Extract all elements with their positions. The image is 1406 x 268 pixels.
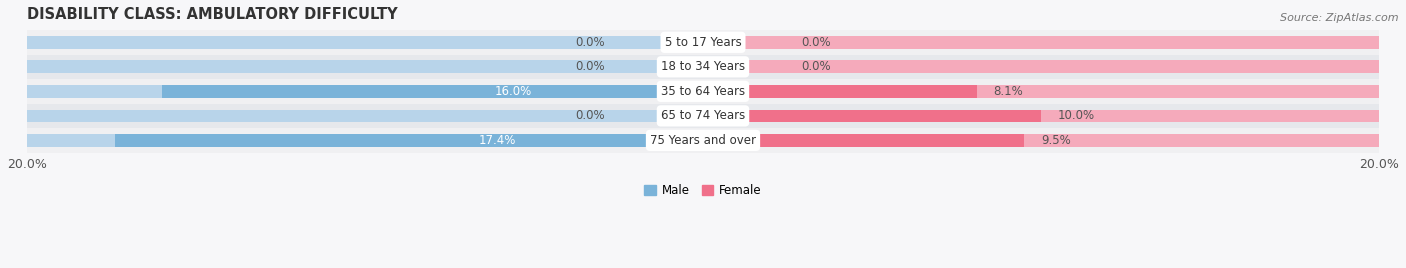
Text: 35 to 64 Years: 35 to 64 Years [661, 85, 745, 98]
Bar [703, 85, 977, 98]
Text: 17.4%: 17.4% [478, 134, 516, 147]
Text: 18 to 34 Years: 18 to 34 Years [661, 60, 745, 73]
Text: 0.0%: 0.0% [801, 36, 831, 49]
Bar [703, 85, 1379, 98]
Bar [27, 110, 703, 122]
Text: 0.0%: 0.0% [575, 60, 605, 73]
Bar [27, 134, 703, 147]
Text: 10.0%: 10.0% [1057, 109, 1095, 122]
Legend: Male, Female: Male, Female [640, 180, 766, 202]
Text: 9.5%: 9.5% [1040, 134, 1071, 147]
Text: 5 to 17 Years: 5 to 17 Years [665, 36, 741, 49]
Bar [27, 30, 1379, 55]
Text: 8.1%: 8.1% [994, 85, 1024, 98]
Bar [27, 61, 703, 73]
Bar [703, 110, 1379, 122]
Text: 75 Years and over: 75 Years and over [650, 134, 756, 147]
Text: 65 to 74 Years: 65 to 74 Years [661, 109, 745, 122]
Bar [703, 134, 1024, 147]
Bar [27, 36, 703, 49]
Bar [115, 134, 703, 147]
Text: 0.0%: 0.0% [801, 60, 831, 73]
Text: 16.0%: 16.0% [495, 85, 533, 98]
Bar [27, 85, 703, 98]
Bar [27, 128, 1379, 153]
Bar [162, 85, 703, 98]
Bar [703, 36, 1379, 49]
Text: DISABILITY CLASS: AMBULATORY DIFFICULTY: DISABILITY CLASS: AMBULATORY DIFFICULTY [27, 7, 398, 22]
Bar [703, 61, 1379, 73]
Bar [27, 79, 1379, 104]
Text: Source: ZipAtlas.com: Source: ZipAtlas.com [1281, 13, 1399, 23]
Bar [27, 55, 1379, 79]
Text: 0.0%: 0.0% [575, 109, 605, 122]
Text: 0.0%: 0.0% [575, 36, 605, 49]
Bar [703, 110, 1040, 122]
Bar [703, 134, 1379, 147]
Bar [27, 104, 1379, 128]
